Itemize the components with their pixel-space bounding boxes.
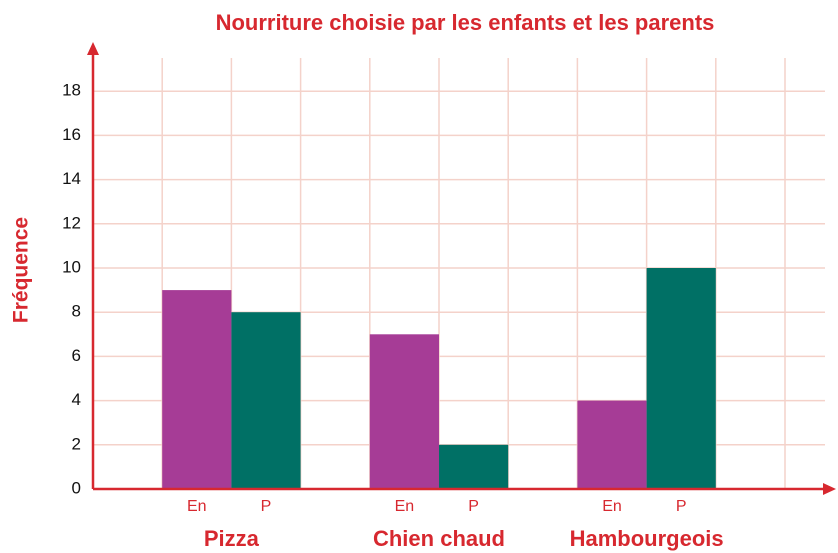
x-tick-label: Hambourgeois (570, 526, 724, 551)
bar (577, 400, 647, 489)
series-label: En (602, 498, 622, 515)
y-axis-arrow (87, 42, 99, 55)
y-tick-label: 2 (72, 434, 81, 453)
bar (162, 290, 232, 489)
axes (91, 52, 826, 491)
y-tick-label: 0 (72, 478, 81, 497)
x-tick-label: Chien chaud (373, 526, 505, 551)
bar (231, 312, 301, 489)
y-tick-label: 18 (62, 81, 81, 100)
series-label: P (468, 498, 479, 515)
y-tick-label: 16 (62, 125, 81, 144)
y-tick-label: 10 (62, 257, 81, 276)
y-tick-label: 6 (72, 346, 81, 365)
y-tick-label: 4 (72, 390, 81, 409)
y-tick-label: 8 (72, 302, 81, 321)
series-label: P (676, 498, 687, 515)
chart-title: Nourriture choisie par les enfants et le… (216, 10, 715, 35)
x-axis-arrow (823, 483, 836, 495)
y-tick-label: 12 (62, 213, 81, 232)
bar (646, 268, 716, 489)
bar (439, 444, 509, 489)
series-label: En (187, 498, 207, 515)
series-label: P (261, 498, 272, 515)
y-tick-label: 14 (62, 169, 81, 188)
bar (369, 334, 439, 489)
x-tick-label: Pizza (204, 526, 260, 551)
series-label: En (395, 498, 415, 515)
y-axis-label: Fréquence (10, 217, 33, 323)
